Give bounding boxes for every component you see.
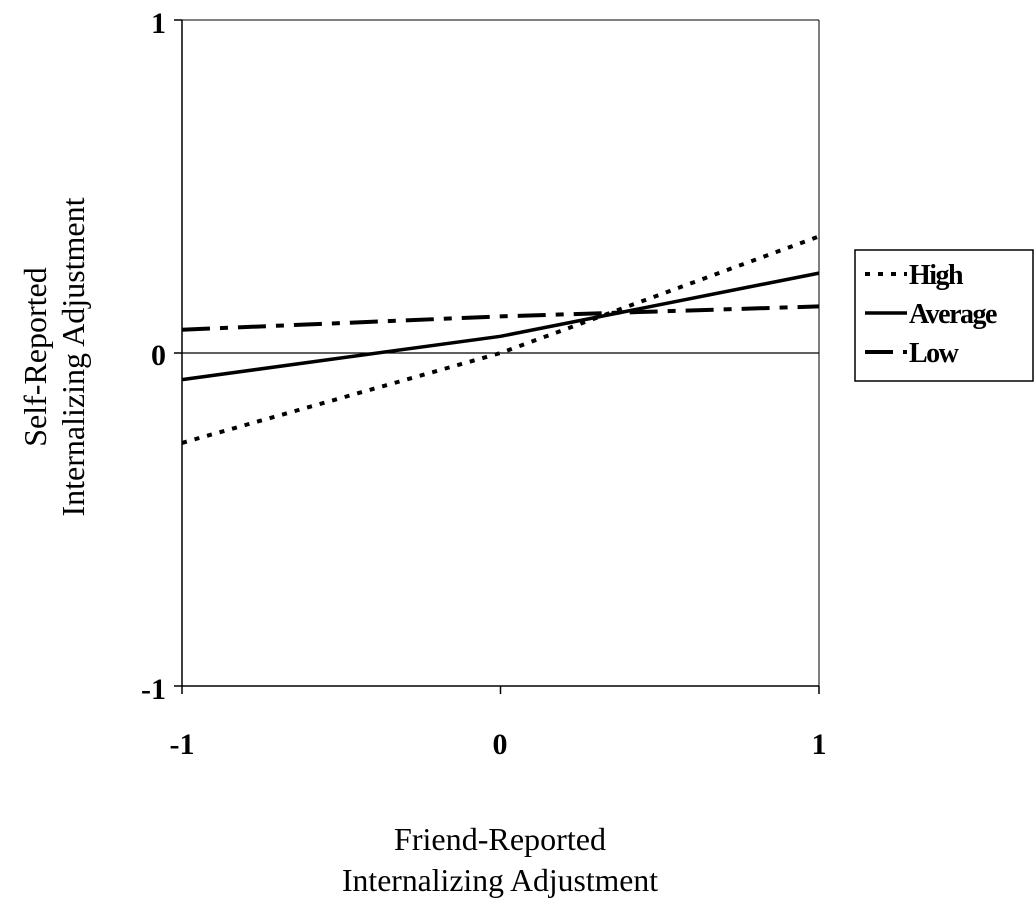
plot-area: [174, 19, 820, 694]
legend-label-average: Average: [909, 299, 997, 330]
legend-box: [854, 249, 1034, 382]
series-line-average: [181, 271, 820, 382]
y-axis-title-line2: Internalizing Adjustment: [55, 197, 91, 516]
x-axis-title-line1: Friend-Reported: [394, 821, 606, 857]
x-tick-label-middle: 0: [493, 728, 508, 761]
y-axis-title-line1: Self-Reported: [17, 267, 53, 447]
x-tick-label-right: 1: [812, 728, 827, 761]
y-tick-label-top: 1: [151, 7, 166, 40]
legend-label-low: Low: [909, 338, 960, 369]
y-tick-label-bottom: -1: [141, 673, 166, 706]
series-line-high: [181, 234, 820, 445]
y-tick-label-middle: 0: [151, 339, 166, 372]
legend: High Average Low: [854, 249, 1034, 382]
legend-label-high: High: [909, 260, 964, 291]
x-tick-label-left: -1: [170, 728, 195, 761]
x-axis-title-line2: Internalizing Adjustment: [342, 862, 658, 898]
series-line-low: [181, 304, 820, 332]
